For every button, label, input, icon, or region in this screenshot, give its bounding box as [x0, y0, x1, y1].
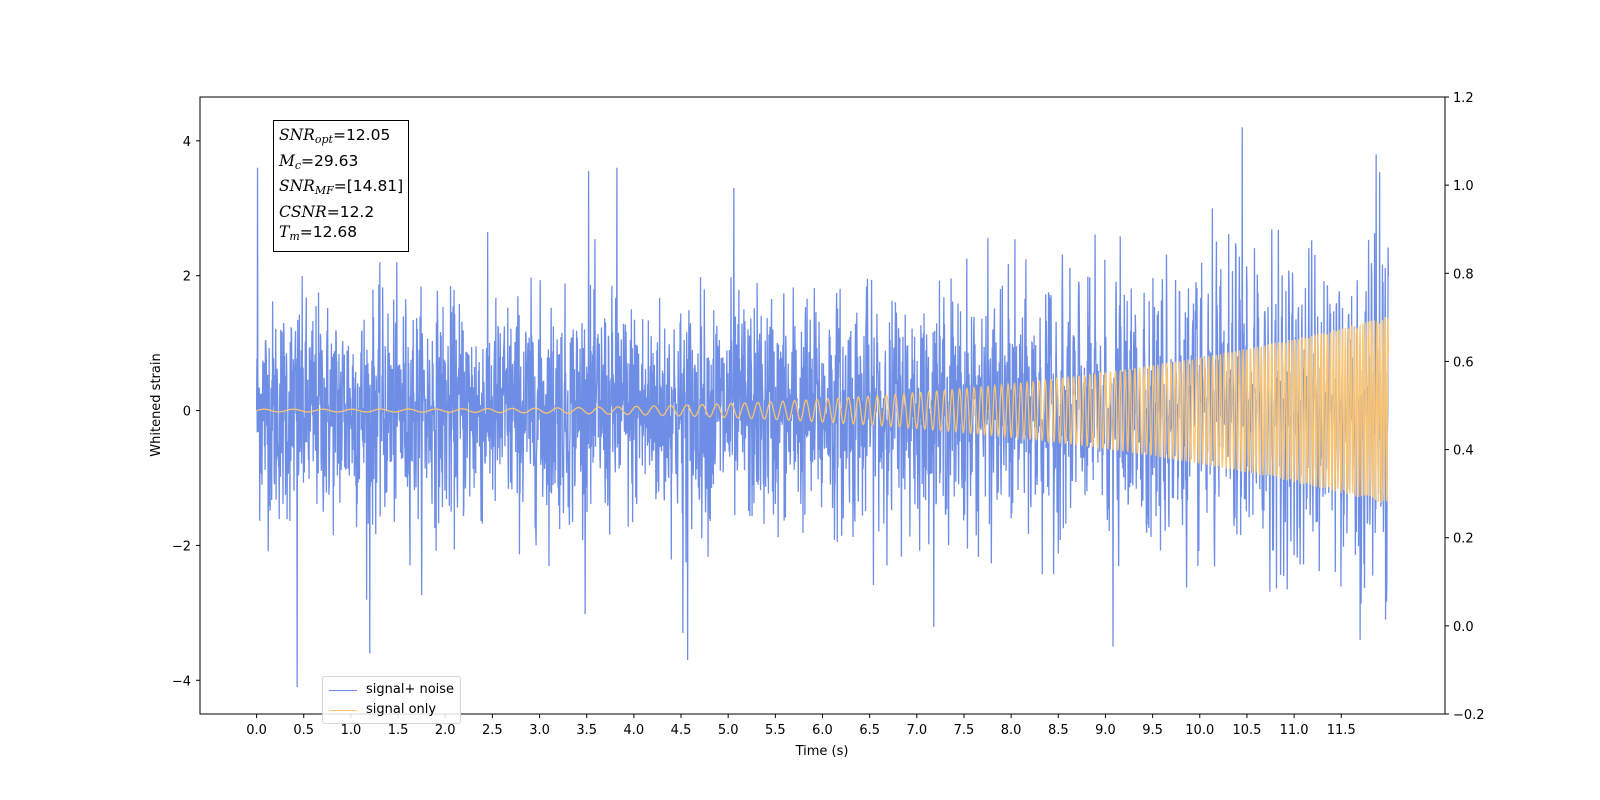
- x-tick-label: 11.0: [1280, 723, 1309, 738]
- y-axis-right-ticks: 1.2 1.0 0.8 0.6 0.4 0.2 0.0 −0.2: [1445, 91, 1485, 723]
- y-left-tick-label: −2: [172, 539, 191, 554]
- x-tick-label: 10.5: [1232, 723, 1261, 738]
- x-tick-label: 10.0: [1185, 723, 1214, 738]
- y-right-tick-label: 1.0: [1453, 179, 1474, 194]
- x-tick-label: 1.0: [341, 723, 362, 738]
- x-tick-label: 4.5: [671, 723, 692, 738]
- x-tick-label: 8.5: [1048, 723, 1069, 738]
- metrics-annotation-box: SNRopt=12.05 Mc=29.63 SNRMF=[14.81] CSNR…: [273, 120, 410, 252]
- x-tick-label: 2.0: [435, 723, 456, 738]
- x-tick-label: 11.5: [1327, 723, 1356, 738]
- legend-entry-signal: signal only: [329, 700, 454, 720]
- tm-row: Tm=12.68: [279, 223, 358, 243]
- x-tick-label: 3.0: [529, 723, 550, 738]
- legend-entry-noise: signal+ noise: [329, 680, 454, 700]
- y-left-tick-label: 0: [183, 405, 191, 420]
- y-right-tick-label: 0.6: [1453, 355, 1474, 370]
- legend-label-noise: signal+ noise: [366, 682, 455, 697]
- x-tick-label: 4.0: [624, 723, 645, 738]
- x-tick-label: 7.5: [954, 723, 975, 738]
- y-axis-left-ticks: 4 2 0 −2 −4: [172, 135, 200, 689]
- series-line-signal-only: [256, 316, 1390, 503]
- snr-opt-row: SNRopt=12.05: [279, 126, 391, 146]
- y-right-tick-label: 0.4: [1453, 444, 1474, 459]
- x-tick-label: 6.5: [859, 723, 880, 738]
- y-left-tick-label: 4: [183, 135, 191, 150]
- y-right-tick-label: 0.2: [1453, 532, 1474, 547]
- x-tick-label: 0.5: [293, 723, 314, 738]
- y-axis-title: Whitened strain: [149, 353, 164, 456]
- x-tick-label: 8.0: [1001, 723, 1022, 738]
- y-right-tick-label: 0.8: [1453, 267, 1474, 282]
- x-axis-title: Time (s): [795, 744, 849, 759]
- csnr-row: CSNR=12.2: [279, 202, 375, 221]
- series-line-signal-noise: [255, 127, 1390, 688]
- series-layer: [255, 127, 1390, 688]
- y-left-tick-label: 2: [183, 270, 191, 285]
- x-tick-label: 5.0: [718, 723, 739, 738]
- y-right-tick-label: 1.2: [1453, 91, 1474, 106]
- snr-mf-row: SNRMF=[14.81]: [279, 177, 404, 197]
- x-tick-label: 3.5: [576, 723, 597, 738]
- legend: signal+ noise signal only: [322, 676, 462, 724]
- y-right-tick-label: 0.0: [1453, 620, 1474, 635]
- x-axis-ticks: 0.0 0.5 1.0 1.5 2.0 2.5 3.0 3.5 4.0 4.5 5.0 5.5 6.0 6…: [246, 714, 1356, 738]
- mc-row: Mc=29.63: [279, 151, 359, 172]
- x-tick-label: 1.5: [388, 723, 409, 738]
- x-tick-label: 5.5: [765, 723, 786, 738]
- x-tick-label: 9.0: [1095, 723, 1116, 738]
- y-right-tick-label: −0.2: [1453, 708, 1485, 723]
- x-tick-label: 9.5: [1142, 723, 1163, 738]
- x-tick-label: 2.5: [482, 723, 503, 738]
- legend-swatch-noise: [329, 689, 357, 691]
- x-tick-label: 7.0: [906, 723, 927, 738]
- legend-label-signal: signal only: [366, 702, 437, 717]
- x-tick-label: 0.0: [246, 723, 267, 738]
- x-tick-label: 6.0: [812, 723, 833, 738]
- y-left-tick-label: −4: [172, 674, 191, 689]
- legend-swatch-signal: [329, 709, 357, 711]
